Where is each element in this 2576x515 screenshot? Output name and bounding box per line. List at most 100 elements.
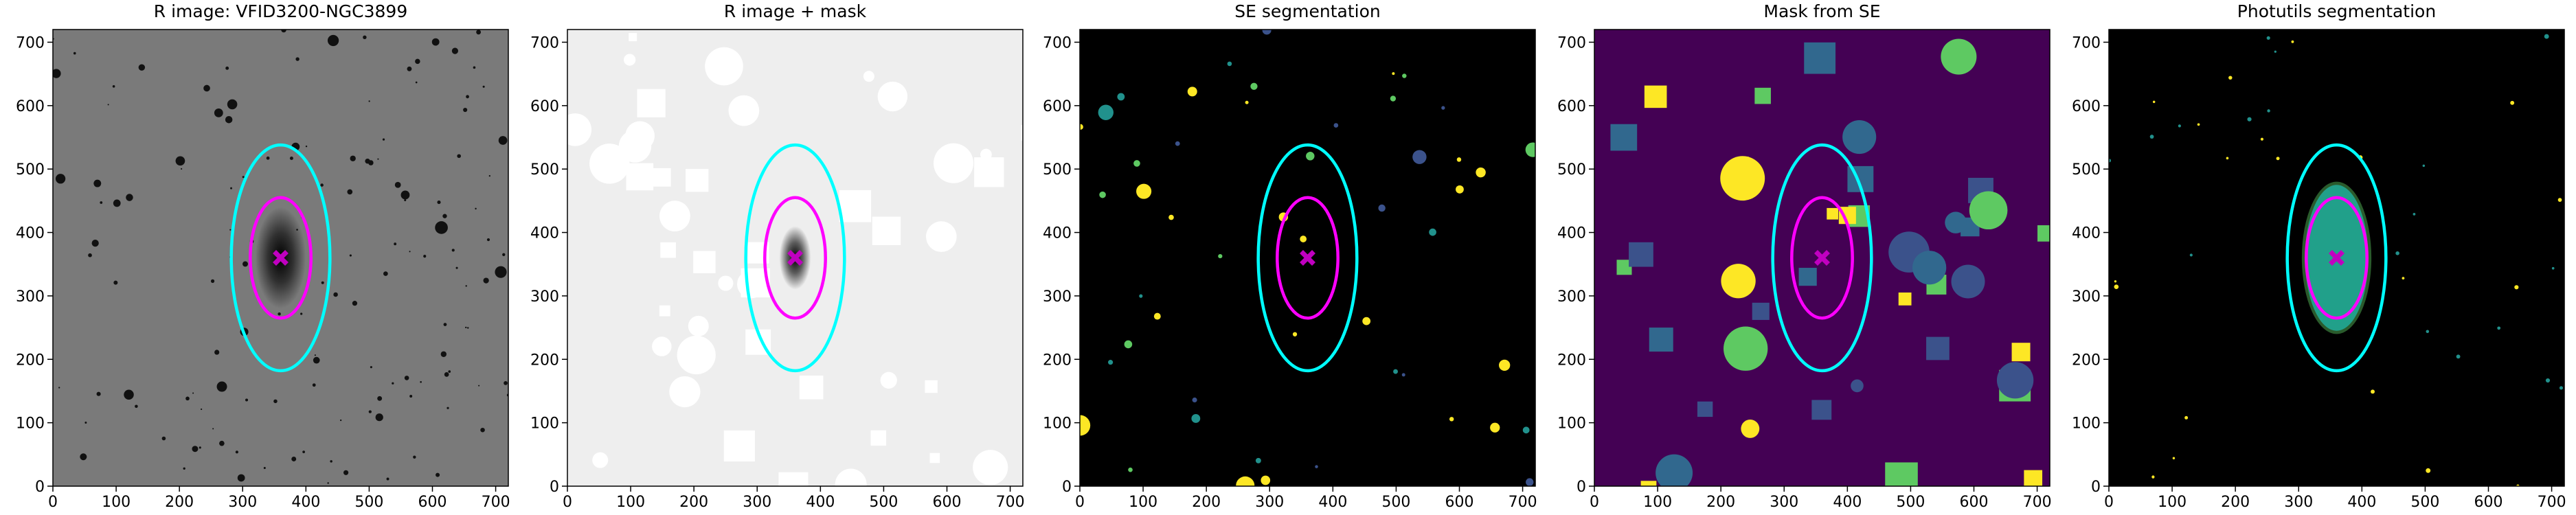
panel-title: Mask from SE xyxy=(1763,1,1880,21)
y-tick-label: 600 xyxy=(1043,98,1072,115)
y-tick-label: 300 xyxy=(2072,288,2101,306)
y-tick-label: 300 xyxy=(1043,288,1072,306)
y-tick-label: 400 xyxy=(1557,225,1586,242)
y-tick-label: 200 xyxy=(1043,352,1072,369)
x-tick-label: 300 xyxy=(1255,494,1284,511)
panel: SE segmentation 0 100 200 300 400 500 600 700 0 10… xyxy=(1043,1,1537,511)
y-tick-label: 700 xyxy=(2072,34,2101,52)
x-tick-label: 500 xyxy=(869,494,898,511)
x-tick-label: 400 xyxy=(1833,494,1862,511)
image xyxy=(1080,30,1535,486)
x-tick-label: 0 xyxy=(48,494,58,511)
x-tick-label: 700 xyxy=(482,494,510,511)
y-tick-label: 200 xyxy=(16,352,45,369)
y-tick-label: 500 xyxy=(1043,161,1072,179)
axes-frame xyxy=(2108,29,2565,487)
panel: Mask from SE 0 100 200 300 400 500 600 700 0 100 20… xyxy=(1557,1,2052,511)
x-tick-label: 300 xyxy=(2284,494,2313,511)
y-tick-label: 100 xyxy=(16,415,45,433)
x-tick-label: 100 xyxy=(616,494,645,511)
x-tick-label: 600 xyxy=(1960,494,1989,511)
x-tick-label: 300 xyxy=(1770,494,1798,511)
axes-frame xyxy=(52,29,509,487)
y-tick-label: 400 xyxy=(2072,225,2101,242)
x-tick-label: 200 xyxy=(2221,494,2250,511)
y-tick-label: 200 xyxy=(2072,352,2101,369)
y-tick-label: 700 xyxy=(16,34,45,52)
y-tick-label: 500 xyxy=(16,161,45,179)
x-tick-label: 100 xyxy=(1643,494,1672,511)
x-tick-label: 500 xyxy=(354,494,383,511)
x-tick-label: 500 xyxy=(2410,494,2439,511)
panel-title: Photutils segmentation xyxy=(2237,1,2436,21)
x-tick-label: 600 xyxy=(933,494,962,511)
panel-title: R image + mask xyxy=(724,1,867,21)
y-tick-label: 100 xyxy=(2072,415,2101,433)
x-tick-label: 500 xyxy=(1381,494,1410,511)
aperture-ellipse xyxy=(229,143,332,373)
y-tick-label: 300 xyxy=(530,288,559,306)
y-tick-label: 0 xyxy=(2091,479,2101,496)
x-tick-label: 0 xyxy=(2104,494,2114,511)
x-tick-label: 400 xyxy=(2347,494,2376,511)
aperture-ellipse xyxy=(2285,143,2388,373)
aperture-ellipse xyxy=(249,196,313,320)
y-tick-label: 100 xyxy=(1557,415,1586,433)
y-tick-label: 300 xyxy=(1557,288,1586,306)
y-tick-label: 500 xyxy=(1557,161,1586,179)
y-tick-label: 400 xyxy=(1043,225,1072,242)
x-tick-label: 500 xyxy=(1896,494,1925,511)
x-tick-label: 400 xyxy=(806,494,835,511)
aperture-ellipse xyxy=(2305,196,2369,320)
center-marker xyxy=(2329,250,2345,266)
y-tick-label: 400 xyxy=(16,225,45,242)
aperture-ellipse xyxy=(1771,143,1873,373)
y-tick-label: 700 xyxy=(1043,34,1072,52)
x-tick-label: 400 xyxy=(291,494,320,511)
panel: Photutils segmentation 0 100 200 300 400 500 60… xyxy=(2072,1,2566,511)
y-tick-label: 600 xyxy=(530,98,559,115)
x-tick-label: 200 xyxy=(1706,494,1735,511)
y-tick-label: 200 xyxy=(530,352,559,369)
y-tick-label: 100 xyxy=(530,415,559,433)
x-tick-label: 700 xyxy=(2023,494,2052,511)
x-tick-label: 200 xyxy=(165,494,194,511)
aperture-ellipse xyxy=(744,143,846,373)
panel-title: R image: VFID3200-NGC3899 xyxy=(154,1,407,21)
x-tick-label: 100 xyxy=(102,494,131,511)
aperture-ellipse xyxy=(1790,196,1854,320)
panel: R image + mask 0 100 200 300 400 500 600 700 0 100… xyxy=(530,1,1025,511)
center-marker xyxy=(1814,250,1830,266)
y-tick-label: 0 xyxy=(1577,479,1586,496)
aperture-ellipse xyxy=(763,196,827,320)
x-tick-label: 100 xyxy=(2158,494,2187,511)
y-tick-label: 200 xyxy=(1557,352,1586,369)
axes-frame xyxy=(1079,29,1536,487)
y-tick-label: 100 xyxy=(1043,415,1072,433)
x-tick-label: 700 xyxy=(2538,494,2566,511)
axes-frame xyxy=(1594,29,2050,487)
x-tick-label: 600 xyxy=(2474,494,2503,511)
x-tick-label: 600 xyxy=(418,494,447,511)
x-tick-label: 0 xyxy=(1075,494,1085,511)
axes-frame xyxy=(567,29,1024,487)
image xyxy=(2109,30,2564,486)
y-tick-label: 0 xyxy=(1062,479,1072,496)
y-tick-label: 700 xyxy=(1557,34,1586,52)
x-tick-label: 100 xyxy=(1129,494,1157,511)
center-marker xyxy=(787,250,803,266)
center-marker xyxy=(1300,250,1315,266)
image xyxy=(567,30,1023,486)
y-tick-label: 500 xyxy=(2072,161,2101,179)
y-tick-label: 600 xyxy=(1557,98,1586,115)
x-tick-label: 0 xyxy=(563,494,572,511)
x-tick-label: 400 xyxy=(1318,494,1347,511)
x-tick-label: 700 xyxy=(996,494,1025,511)
y-tick-label: 600 xyxy=(16,98,45,115)
center-marker xyxy=(273,250,289,266)
panel: R image: VFID3200-NGC3899 0 100 200 300 400 50… xyxy=(16,1,510,511)
x-tick-label: 700 xyxy=(1509,494,1537,511)
panel-title: SE segmentation xyxy=(1234,1,1380,21)
image xyxy=(53,30,508,486)
